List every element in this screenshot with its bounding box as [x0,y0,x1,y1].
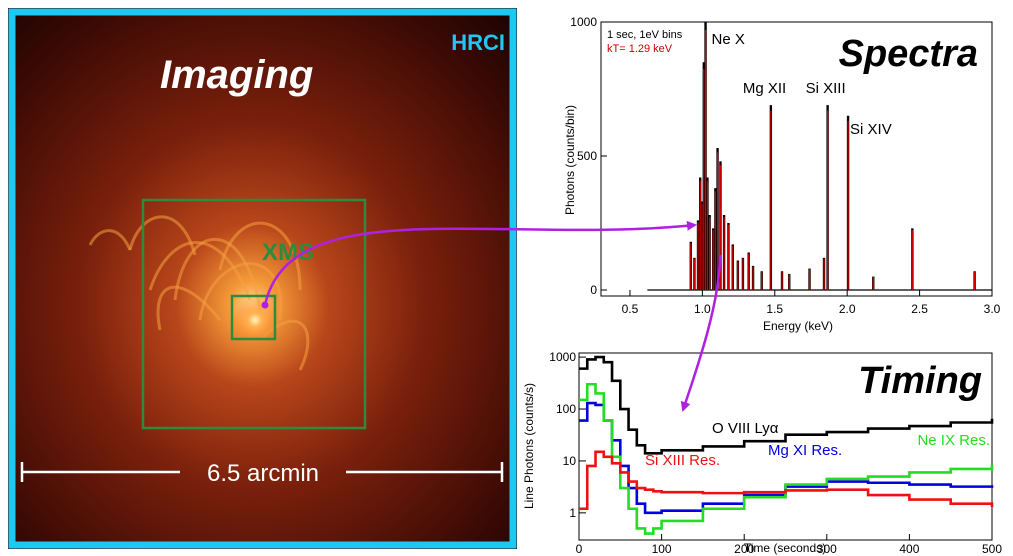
timing-x-tick-label: 500 [982,542,1002,556]
arrow-origin-dot [261,301,269,309]
scale-bar [20,462,504,482]
timing-series-label: Si XIII Res. [645,452,720,469]
solar-image [8,8,517,549]
timing-series-line [579,355,994,455]
spectra-frame [600,21,993,297]
timing-x-tick-label: 0 [576,542,583,556]
timing-series-label: Mg XI Res. [768,442,842,459]
spectra-y-tick-label: 500 [577,149,597,163]
arrow-to-timing [680,254,722,412]
hrci-label: HRCI [451,30,505,55]
spectra-x-tick-label: 3.0 [984,302,1001,316]
spectra-bins-note: 1 sec, 1eV bins [607,29,683,41]
spectral-line-labels: Ne X Mg XII Si XIII Si XIV [712,31,892,138]
timing-series-labels: O VIII Lyα Mg XI Res. Ne IX Res. Si XIII Re… [645,420,990,469]
spectra-y-tick-label: 1000 [570,15,597,29]
timing-x-tick-label: 300 [817,542,837,556]
spectra-title: Spectra [839,33,978,75]
timing-x-tick-label: 200 [734,542,754,556]
spectral-line-label: Mg XII [743,80,786,97]
spectral-line-label: Si XIV [850,121,892,138]
timing-panel: 0 100 200 300 400 500 1 10 100 1000 Time (second… [522,350,1002,556]
spectra-x-tick-label: 2.0 [839,302,856,316]
xms-core-region [230,294,277,341]
xms-region [141,198,367,430]
timing-title: Timing [858,360,982,402]
timing-frame [578,352,993,541]
spectra-y-tick-label: 0 [590,283,597,297]
timing-series-line [579,382,994,535]
timing-x-tick-label: 400 [899,542,919,556]
spectra-x-tick-label: 1.0 [694,302,711,316]
hrci-frame [8,8,517,549]
arrow-to-spectra [263,220,697,306]
timing-x-tick-label: 100 [652,542,672,556]
spectra-y-label: Photons (counts/bin) [563,105,577,215]
spectra-x-tick-label: 0.5 [622,302,639,316]
timing-series-label: Ne IX Res. [917,432,990,449]
timing-x-label: Time (seconds) [744,541,826,555]
imaging-panel: Imaging HRCI XMS 6.5 arcmin [8,8,517,549]
timing-series-label: O VIII Lyα [712,420,779,437]
timing-y-axis: 1 10 100 1000 [549,350,586,520]
spectra-x-tick-label: 2.5 [911,302,928,316]
spectra-x-axis: 0.5 1.0 1.5 2.0 2.5 3.0 [622,290,1001,316]
scale-label: 6.5 arcmin [207,460,319,487]
spectra-x-tick-label: 1.5 [766,302,783,316]
timing-series-line [579,450,994,511]
spectra-panel: 0.5 1.0 1.5 2.0 2.5 3.0 0 500 1000 Energy (keV)… [563,15,1001,333]
spectra-y-axis: 0 500 1000 [570,15,607,297]
spectra-x-label: Energy (keV) [763,319,833,333]
timing-y-tick-label: 1 [569,506,576,520]
flare-core [233,298,277,342]
timing-y-tick-label: 1000 [549,350,576,364]
timing-y-tick-label: 100 [556,402,576,416]
timing-plot [579,355,994,535]
spectra-fit-note: kT= 1.29 keV [607,43,673,55]
imaging-title: Imaging [160,53,313,97]
spectral-line-label: Ne X [712,31,745,48]
timing-y-label: Line Photons (counts/s) [522,383,536,509]
timing-y-tick-label: 10 [563,454,577,468]
timing-x-axis: 0 100 200 300 400 500 [576,534,1002,556]
spectral-line-label: Si XIII [806,80,846,97]
